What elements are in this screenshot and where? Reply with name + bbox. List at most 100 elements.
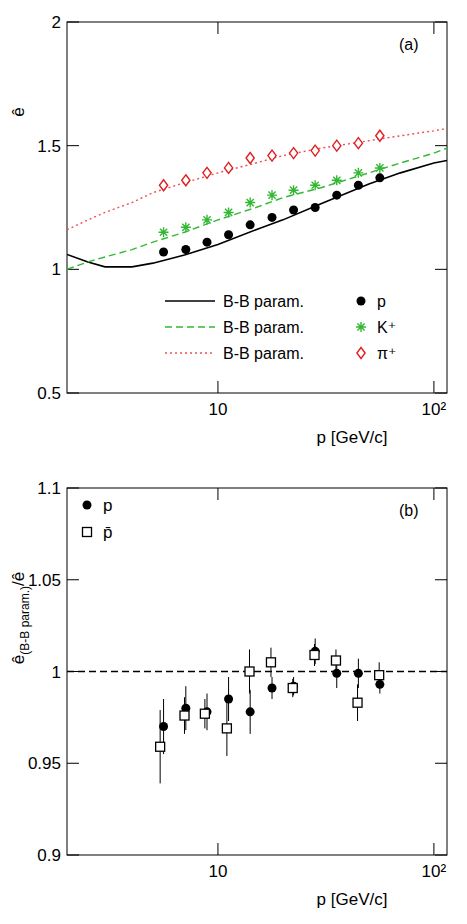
legend-label: B-B param. <box>223 293 304 310</box>
plot-frame <box>67 22 447 393</box>
x-axis-title: p [GeV/c] <box>317 428 388 447</box>
point <box>224 695 233 704</box>
y-tick <box>67 488 79 489</box>
legend-line <box>165 352 215 354</box>
y-tick-label: 0.5 <box>37 384 61 403</box>
legend-line <box>165 326 215 328</box>
point <box>181 222 191 232</box>
point <box>203 238 212 247</box>
y-tick <box>435 488 447 489</box>
point <box>203 167 211 178</box>
point <box>310 180 320 190</box>
x-tick <box>217 22 218 34</box>
plot-frame <box>67 488 447 855</box>
y-tick <box>67 579 79 580</box>
point <box>375 680 384 689</box>
point <box>375 671 384 680</box>
y-tick-label: 1.5 <box>37 137 61 156</box>
y-tick <box>435 579 447 580</box>
point <box>200 709 209 718</box>
y-tick <box>67 855 79 856</box>
y-tick <box>435 393 447 394</box>
point <box>246 220 255 229</box>
point <box>181 245 190 254</box>
x-tick-label: 10² <box>422 400 447 419</box>
panel-label: (b) <box>399 502 419 519</box>
point <box>246 153 254 164</box>
panel: 1010²0.511.52p [GeV/c]ê(a)B-B param.pB-B… <box>9 13 447 447</box>
x-tick <box>433 22 434 34</box>
point <box>332 175 342 185</box>
legend-label: p̄ <box>103 523 112 542</box>
legend: p p̄ <box>83 496 113 542</box>
x-tick <box>217 488 218 500</box>
y-axis-title: ê(B-B param.)/ê <box>9 572 32 664</box>
x-tick-label: 10 <box>208 400 227 419</box>
point <box>268 213 277 222</box>
y-title-part: ê <box>9 655 28 664</box>
point <box>289 205 298 214</box>
y-tick <box>435 269 447 270</box>
y-tick <box>435 763 447 764</box>
y-tick-label: 1.1 <box>37 479 61 498</box>
point <box>288 684 297 693</box>
y-tick <box>435 22 447 23</box>
plot-area <box>67 638 447 783</box>
x-tick <box>217 381 218 393</box>
y-tick-label: 1 <box>52 663 61 682</box>
point <box>332 669 341 678</box>
point <box>311 203 320 212</box>
point <box>354 669 363 678</box>
point <box>268 150 276 161</box>
plot-area <box>67 128 447 269</box>
legend-label: B-B param. <box>223 345 304 362</box>
point <box>222 724 231 733</box>
legend-marker <box>83 501 92 510</box>
y-tick-label: 0.95 <box>28 754 61 773</box>
x-tick <box>433 843 434 855</box>
point <box>310 650 319 659</box>
model-curve <box>67 128 447 229</box>
point <box>376 130 384 141</box>
x-tick <box>217 843 218 855</box>
point <box>332 191 341 200</box>
figure: 10 10² 0.5 1 1.5 2 p [GeV/c] ê (a) B-B param. p B-B… <box>0 0 467 924</box>
point <box>246 707 255 716</box>
legend-label: p <box>377 293 386 310</box>
x-tick <box>433 381 434 393</box>
point <box>268 684 277 693</box>
legend-label: K⁺ <box>377 319 396 336</box>
legend-marker <box>357 297 366 306</box>
x-tick-label: 10² <box>422 862 447 881</box>
point <box>156 742 165 751</box>
point <box>333 140 341 151</box>
point <box>159 248 168 257</box>
y-tick <box>67 22 79 23</box>
y-tick <box>67 145 79 146</box>
y-tick <box>67 393 79 394</box>
y-tick-label: 2 <box>52 13 61 32</box>
point <box>353 698 362 707</box>
y-tick <box>67 763 79 764</box>
y-title-subscript: (B-B param.) <box>18 586 32 655</box>
model-curve <box>67 161 447 267</box>
y-axis-title: ê <box>9 107 28 116</box>
point <box>353 168 363 178</box>
point <box>375 173 384 182</box>
point <box>224 162 232 173</box>
point <box>159 180 167 191</box>
point <box>311 145 319 156</box>
x-axis-title: p [GeV/c] <box>317 890 388 909</box>
point <box>266 658 275 667</box>
y-tick <box>435 145 447 146</box>
point <box>224 230 233 239</box>
point <box>202 215 212 225</box>
y-tick-label: 0.9 <box>37 846 61 865</box>
legend-label: p <box>103 496 112 515</box>
y-title-part: /ê <box>9 572 28 586</box>
legend-marker <box>83 528 92 537</box>
point <box>245 667 254 676</box>
panel: 1010²0.90.9511.051.1p [GeV/c]ê(B-B param… <box>9 479 447 909</box>
panel-label: (a) <box>399 36 419 53</box>
reference-line <box>67 671 447 672</box>
